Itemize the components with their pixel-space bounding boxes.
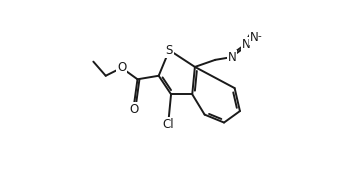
Text: S: S	[166, 44, 173, 57]
Text: N: N	[242, 38, 251, 51]
Text: N: N	[228, 51, 236, 64]
Text: N: N	[250, 31, 259, 44]
Text: +: +	[247, 37, 255, 47]
Text: Cl: Cl	[163, 118, 174, 131]
Text: O: O	[117, 61, 126, 74]
Text: -: -	[257, 31, 261, 41]
Text: O: O	[129, 103, 139, 116]
